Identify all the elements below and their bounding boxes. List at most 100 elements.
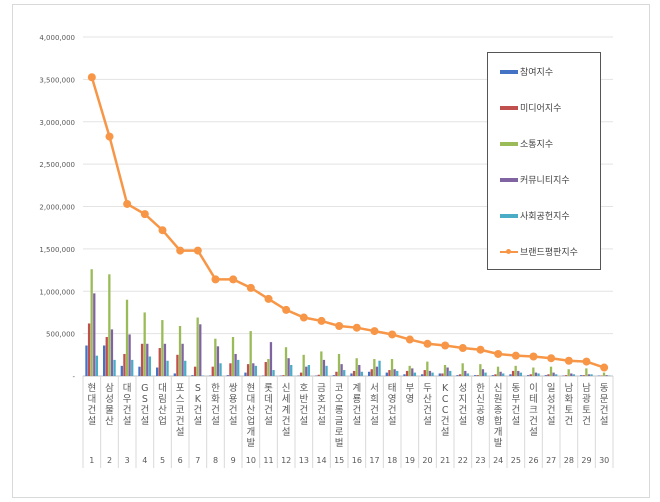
x-tick-char: 업 [246,415,255,427]
y-tick-label: 1,000,000 [39,288,75,296]
bar-미디어지수 [105,337,108,376]
bar-사회공헌지수 [519,372,523,376]
line-point [441,341,450,350]
bar-사회공헌지수 [343,370,346,376]
bar-참여지수 [544,375,547,376]
x-tick-char: 포 [176,383,185,394]
bar-미디어지수 [388,370,391,376]
bar-사회공헌지수 [396,370,399,376]
bar-사회공헌지수 [237,359,240,376]
x-tick-char: 건 [388,405,397,416]
x-tick-char: 설 [299,416,308,427]
bar-소통지수 [496,366,500,376]
x-tick-char: 룡 [352,394,361,405]
bar-커뮤니티지수 [110,329,114,376]
x-tick-char: 서 [370,383,379,394]
bar-미디어지수 [246,364,250,376]
bar-소통지수 [161,320,164,376]
legend: 참여지수 미디어지수 소통지수 커뮤니티지수 사회공헌지수 브랜드평판지수 [487,52,601,270]
bar-커뮤니티지수 [587,374,591,376]
x-tick-char: 성 [105,394,114,405]
bar-커뮤니티지수 [358,364,361,376]
x-tick-char: 건 [564,416,573,427]
x-tick-char: 건 [264,405,273,416]
bar-커뮤니티지수 [234,353,237,376]
x-tick-char: 영 [476,416,485,427]
x-tick-char: 화 [564,394,573,405]
bar-미디어지수 [176,354,179,376]
bar-미디어지수 [352,370,356,376]
x-tick-char: 설 [441,427,450,438]
bar-커뮤니티지수 [93,293,96,376]
bar-커뮤니티지수 [146,343,149,376]
line-point [317,316,326,325]
bar-참여지수 [421,374,424,376]
line-point [352,323,361,332]
legend-label: 커뮤니티지수 [520,176,570,186]
x-tick-char: 물 [105,405,114,416]
bar-소통지수 [532,367,535,376]
bar-소통지수 [178,325,182,376]
x-tick-char: 발 [494,438,503,449]
x-tick-char: 호 [317,394,326,405]
rank-label: 18 [387,456,397,465]
bar-사회공헌지수 [360,371,364,376]
bar-커뮤니티지수 [411,368,414,376]
bar-사회공헌지수 [148,356,152,376]
bar-미디어지수 [264,362,267,376]
bar-커뮤니티지수 [605,375,608,376]
bar-사회공헌지수 [572,374,576,376]
bar-미디어지수 [458,374,462,376]
rank-label: 16 [352,456,362,465]
x-tick-char: 개 [246,427,255,438]
line-point [105,132,114,141]
x-tick-char: 남 [582,383,591,394]
rank-label: 5 [160,456,165,465]
bar-사회공헌지수 [449,370,452,376]
rank-label: 12 [281,456,291,465]
legend-swatch [500,141,518,146]
legend-label: 소통지수 [520,140,554,150]
line-point [370,327,379,336]
x-tick-char: 코 [335,383,344,394]
x-tick-char: 대 [123,383,132,394]
bar-사회공헌지수 [95,355,99,376]
rank-label: 7 [195,456,200,465]
bar-소통지수 [373,359,376,376]
x-tick-char: 대 [87,394,96,405]
bar-커뮤니티지수 [287,358,290,376]
line-point [282,305,291,314]
x-tick-char: 코 [176,405,185,416]
rank-label: 6 [178,456,183,465]
rank-label: 9 [231,456,236,465]
bar-소통지수 [267,359,270,376]
bar-커뮤니티지수 [322,359,326,376]
x-tick-char: 설 [123,416,132,427]
x-tick-char: 오 [335,394,344,405]
x-tick-char: 동 [511,383,520,394]
x-tick-char: 건 [352,405,361,416]
legend-item: 브랜드평판지수 [500,245,578,258]
line-point [423,339,432,348]
bar-커뮤니티지수 [481,369,485,376]
bar-커뮤니티지수 [570,373,573,376]
x-tick-char: 세 [282,394,291,405]
bar-참여지수 [191,375,194,376]
x-tick-char: 신 [494,383,503,394]
line-point [582,357,591,366]
line-point [158,226,167,235]
y-tick-label: 500,000 [46,331,75,339]
bar-사회공헌지수 [272,370,275,376]
x-tick-char: 글 [335,416,344,427]
